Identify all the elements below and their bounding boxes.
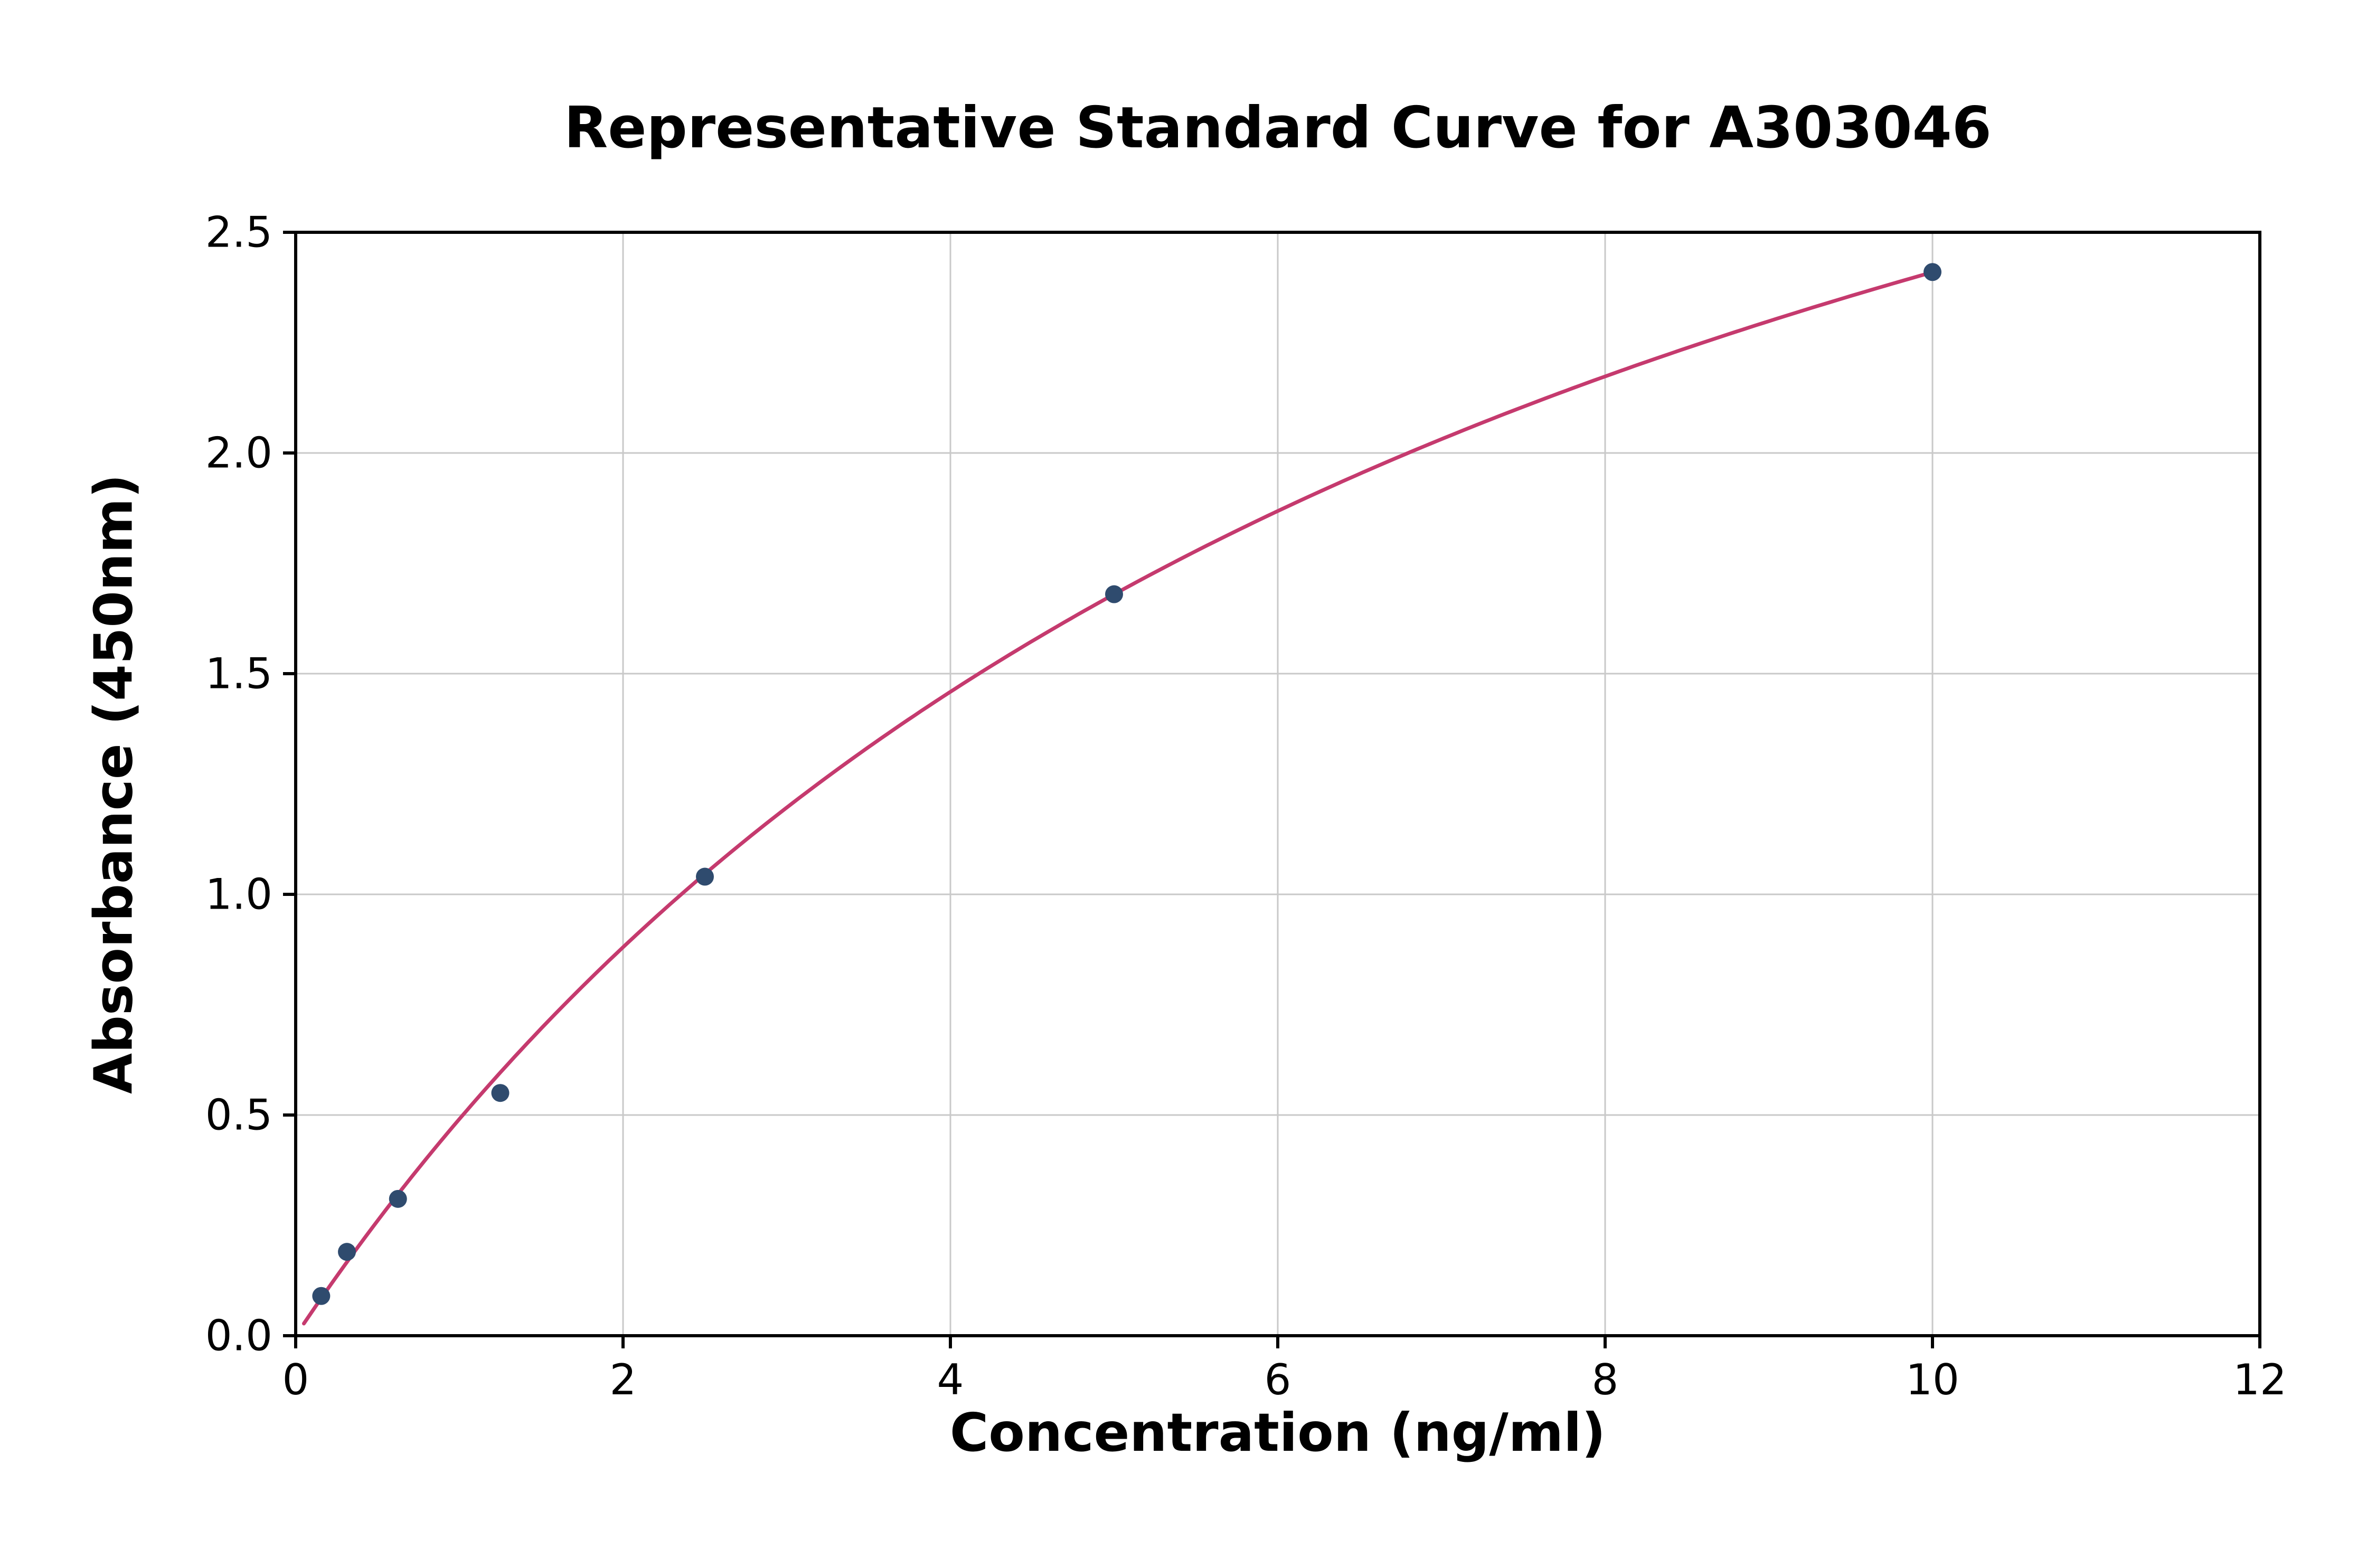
data-point	[1105, 585, 1123, 603]
x-tick-label: 10	[1906, 1355, 1959, 1404]
y-tick-label: 1.0	[205, 870, 272, 919]
data-point	[696, 867, 714, 886]
data-point	[312, 1287, 331, 1305]
y-tick-label: 0.5	[205, 1091, 272, 1140]
x-tick-label: 4	[937, 1355, 964, 1404]
y-tick-label: 0.0	[205, 1311, 272, 1361]
x-tick-label: 2	[610, 1355, 637, 1404]
x-tick-label: 8	[1592, 1355, 1619, 1404]
x-tick-label: 6	[1265, 1355, 1291, 1404]
data-point	[338, 1243, 356, 1261]
chart-title: Representative Standard Curve for A30304…	[564, 95, 1992, 161]
x-axis-label: Concentration (ng/ml)	[949, 1402, 1606, 1463]
data-point	[491, 1084, 510, 1102]
data-point	[1924, 263, 1941, 281]
data-point	[389, 1189, 407, 1208]
x-tick-label: 0	[282, 1355, 309, 1404]
y-tick-label: 1.5	[205, 649, 272, 698]
fit-curve-line	[302, 270, 1935, 1326]
y-tick-label: 2.5	[205, 208, 272, 257]
y-tick-label: 2.0	[205, 429, 272, 478]
x-tick-label: 12	[2233, 1355, 2287, 1404]
